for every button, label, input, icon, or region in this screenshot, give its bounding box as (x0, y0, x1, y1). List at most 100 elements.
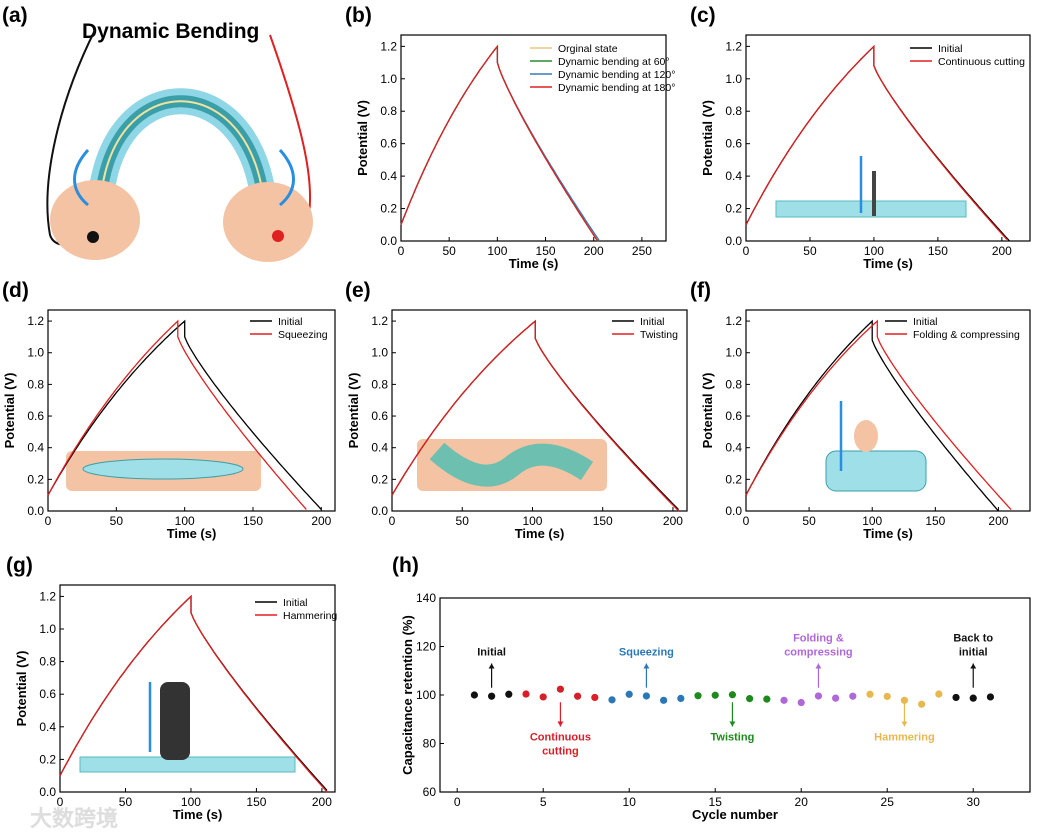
y-tick-label: 0.8 (380, 104, 397, 118)
x-tick-label: 150 (536, 244, 556, 258)
watermark: 大数跨境 (30, 806, 118, 831)
x-axis-label: Time (s) (167, 526, 217, 541)
x-tick-label: 50 (443, 244, 457, 258)
x-tick-label: 200 (988, 514, 1008, 528)
annotation-label: Hammering (874, 732, 935, 744)
series-line (745, 319, 1012, 511)
y-tick-label: 60 (423, 785, 437, 799)
inset-illustration-c (775, 156, 967, 218)
y-tick-label: 0.0 (725, 504, 742, 518)
series-line (47, 319, 322, 510)
y-tick-label: 1.2 (725, 39, 742, 53)
chart-7: 0 5 10 15 20 25 30 60 80 100 120 140 Cycle number Cap… (392, 554, 1031, 822)
plot-frame (47, 309, 336, 512)
data-point (660, 696, 668, 704)
data-point (969, 694, 977, 702)
y-axis-label: Potential (V) (700, 373, 715, 449)
legend-label: Dynamic bending at 180° (558, 82, 675, 94)
finger (854, 420, 878, 452)
legend-label: Initial (913, 316, 938, 328)
y-tick-label: 1.2 (725, 314, 742, 328)
y-tick-label: 0.6 (39, 687, 56, 701)
y-tick-label: 0.0 (27, 504, 44, 518)
inset-illustration-g (79, 682, 296, 773)
x-axis-label: Time (s) (509, 256, 559, 271)
annotation-label: cutting (542, 746, 579, 758)
y-tick-label: 0.6 (27, 409, 44, 423)
x-axis-label: Time (s) (515, 526, 565, 541)
y-tick-label: 0.0 (39, 785, 56, 799)
data-point (642, 692, 651, 700)
y-tick-label: 0.4 (27, 441, 44, 455)
x-tick-label: 0 (389, 514, 396, 528)
y-tick-label: 80 (423, 737, 437, 751)
data-point (935, 690, 943, 698)
x-tick-label: 30 (967, 795, 981, 809)
plot-frame (59, 584, 336, 793)
plot-frame (745, 309, 1031, 512)
x-tick-label: 200 (312, 795, 332, 809)
annotation-label: compressing (784, 646, 852, 658)
data-point (539, 693, 547, 701)
legend-label: Hammering (283, 610, 337, 622)
data-point (797, 698, 805, 707)
y-tick-label: 0.2 (380, 202, 397, 216)
data-point (625, 690, 633, 698)
arrow-head-icon (815, 663, 822, 669)
series-line (745, 44, 1008, 241)
y-tick-label: 0.0 (371, 504, 388, 518)
x-tick-label: 100 (864, 244, 884, 258)
legend-label: Initial (640, 316, 665, 328)
chart-2: 0 50 100 150 200 0.0 0.2 0.4 0.6 0.8 1.0 1.2 Time (s… (690, 4, 1031, 271)
panel-label: (b) (345, 4, 372, 27)
x-tick-label: 150 (246, 795, 266, 809)
data-point (883, 692, 891, 701)
hammer (160, 682, 190, 760)
data-point (832, 694, 840, 702)
black-clip (87, 231, 99, 243)
y-tick-label: 0.8 (725, 104, 742, 118)
device-electrode (98, 100, 266, 226)
data-point (694, 692, 702, 700)
chart-3: 0 50 100 150 200 0.0 0.2 0.4 0.6 0.8 1.0 1.2 Time (s… (2, 279, 336, 541)
inset-illustration-e (417, 439, 607, 491)
x-tick-label: 200 (992, 244, 1012, 258)
annotation-label: Continuous (530, 732, 591, 744)
arrow-head-icon (488, 663, 495, 669)
y-axis-label: Potential (V) (355, 100, 370, 176)
legend-label: Initial (283, 597, 308, 609)
chart-4: 0 50 100 150 200 0.0 0.2 0.4 0.6 0.8 1.0 1.2 Time (s… (345, 279, 688, 541)
data-point (711, 691, 719, 699)
annotation-label: Twisting (711, 732, 755, 744)
arrow-head-icon (643, 663, 650, 669)
y-tick-label: 1.0 (39, 622, 56, 636)
legend-label: Initial (938, 43, 963, 55)
device-sheet (79, 756, 296, 773)
y-tick-label: 0.2 (725, 202, 742, 216)
arrow-head-icon (729, 721, 736, 727)
plot-frame (391, 309, 688, 512)
y-tick-label: 0.6 (725, 409, 742, 423)
panel-label: (h) (392, 554, 419, 577)
data-point (488, 692, 496, 700)
y-tick-label: 0.2 (725, 472, 742, 486)
y-tick-label: 0.6 (725, 137, 742, 151)
y-tick-label: 0.4 (380, 169, 397, 183)
x-tick-label: 0 (398, 244, 405, 258)
y-tick-label: 1.0 (380, 72, 397, 86)
x-tick-label: 10 (623, 795, 637, 809)
x-tick-label: 100 (862, 514, 882, 528)
plot-frame (745, 34, 1031, 242)
x-tick-label: 200 (663, 514, 683, 528)
y-tick-label: 0.6 (371, 409, 388, 423)
series-line (391, 319, 680, 512)
data-point (574, 692, 582, 700)
y-tick-label: 0.8 (39, 655, 56, 669)
annotation-label: Back to (953, 632, 993, 644)
x-tick-label: 250 (632, 244, 652, 258)
data-point (952, 693, 960, 702)
x-axis-label: Time (s) (863, 256, 913, 271)
x-tick-label: 150 (593, 514, 613, 528)
data-point (986, 693, 995, 701)
